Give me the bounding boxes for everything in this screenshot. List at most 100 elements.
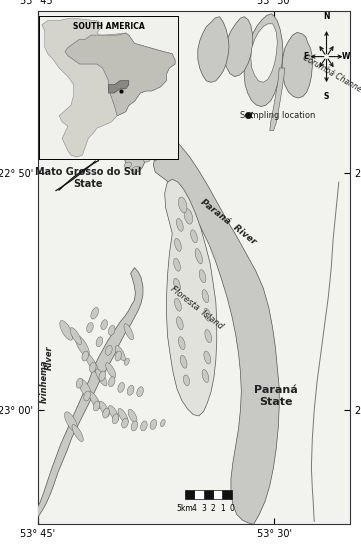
Text: Sampling location: Sampling location	[240, 110, 316, 120]
Text: Corumbá Channel: Corumbá Channel	[301, 53, 361, 95]
Polygon shape	[65, 412, 78, 432]
Bar	[184, 490, 194, 498]
Text: 0: 0	[230, 505, 234, 513]
Bar	[194, 490, 204, 498]
Polygon shape	[144, 141, 151, 147]
Polygon shape	[99, 371, 106, 381]
Text: S: S	[324, 92, 329, 101]
Polygon shape	[195, 249, 203, 264]
Polygon shape	[125, 358, 129, 365]
Polygon shape	[75, 335, 90, 357]
Polygon shape	[109, 406, 119, 421]
Text: Mato Grosso do Sul
State: Mato Grosso do Sul State	[35, 167, 141, 189]
Polygon shape	[178, 337, 185, 350]
Text: N: N	[323, 12, 330, 21]
Polygon shape	[127, 385, 134, 395]
Polygon shape	[184, 209, 193, 224]
Polygon shape	[180, 355, 187, 368]
Text: River: River	[45, 345, 54, 370]
Polygon shape	[132, 166, 141, 172]
Text: 1: 1	[220, 505, 225, 513]
Text: Ivinhema: Ivinhema	[40, 360, 49, 404]
Polygon shape	[115, 345, 125, 361]
Polygon shape	[86, 354, 98, 373]
Text: Paraná  River: Paraná River	[199, 198, 258, 247]
Text: Floresta  Island: Floresta Island	[169, 284, 225, 331]
Polygon shape	[143, 156, 151, 162]
Polygon shape	[84, 391, 91, 401]
Polygon shape	[128, 409, 137, 423]
Polygon shape	[202, 290, 209, 302]
Polygon shape	[124, 324, 134, 340]
Text: 3: 3	[201, 505, 206, 513]
Polygon shape	[153, 125, 279, 524]
Polygon shape	[114, 54, 151, 172]
Polygon shape	[139, 127, 147, 134]
Polygon shape	[204, 351, 211, 364]
Polygon shape	[198, 16, 229, 82]
Polygon shape	[108, 326, 115, 335]
Polygon shape	[91, 307, 99, 319]
Polygon shape	[105, 345, 112, 355]
Text: E: E	[303, 52, 308, 61]
Polygon shape	[89, 392, 100, 409]
Polygon shape	[82, 351, 88, 361]
Polygon shape	[103, 408, 109, 418]
Polygon shape	[134, 150, 144, 156]
Polygon shape	[175, 298, 181, 311]
Polygon shape	[124, 162, 131, 168]
Polygon shape	[244, 14, 283, 107]
Polygon shape	[178, 197, 187, 213]
Polygon shape	[122, 418, 128, 428]
Polygon shape	[137, 386, 143, 396]
Polygon shape	[165, 179, 217, 416]
Polygon shape	[152, 155, 158, 161]
Polygon shape	[79, 379, 92, 399]
Polygon shape	[118, 408, 128, 424]
Polygon shape	[224, 16, 253, 76]
Polygon shape	[115, 351, 122, 361]
Polygon shape	[87, 322, 93, 333]
Polygon shape	[134, 119, 141, 125]
Polygon shape	[205, 329, 212, 343]
Text: 5km: 5km	[176, 505, 193, 513]
Polygon shape	[96, 369, 107, 386]
Text: SOUTH AMERICA: SOUTH AMERICA	[73, 22, 144, 31]
Polygon shape	[70, 328, 81, 345]
Polygon shape	[140, 421, 147, 431]
Polygon shape	[131, 421, 138, 431]
Polygon shape	[65, 33, 175, 116]
Text: 4: 4	[192, 505, 196, 513]
Polygon shape	[175, 238, 181, 251]
Polygon shape	[150, 419, 157, 429]
Polygon shape	[251, 24, 277, 82]
Polygon shape	[128, 148, 135, 154]
Polygon shape	[204, 309, 211, 321]
Bar	[204, 490, 213, 498]
Polygon shape	[76, 378, 83, 388]
Polygon shape	[282, 32, 312, 98]
Polygon shape	[183, 375, 190, 385]
Polygon shape	[160, 419, 165, 427]
Polygon shape	[99, 401, 109, 417]
Polygon shape	[106, 363, 116, 378]
Polygon shape	[134, 138, 143, 144]
Polygon shape	[118, 382, 125, 393]
Polygon shape	[101, 320, 108, 329]
Bar	[222, 490, 232, 498]
Bar	[213, 490, 222, 498]
Polygon shape	[270, 68, 285, 131]
Polygon shape	[177, 317, 183, 330]
Text: River: River	[122, 87, 131, 111]
Polygon shape	[191, 230, 197, 243]
Polygon shape	[90, 362, 96, 372]
Polygon shape	[93, 401, 100, 411]
Polygon shape	[60, 321, 73, 340]
Polygon shape	[202, 369, 209, 383]
Text: Ivinhema: Ivinhema	[118, 100, 127, 144]
Text: W: W	[342, 52, 350, 61]
Polygon shape	[96, 337, 103, 347]
Polygon shape	[109, 81, 129, 93]
Polygon shape	[199, 270, 206, 283]
Polygon shape	[42, 19, 175, 157]
